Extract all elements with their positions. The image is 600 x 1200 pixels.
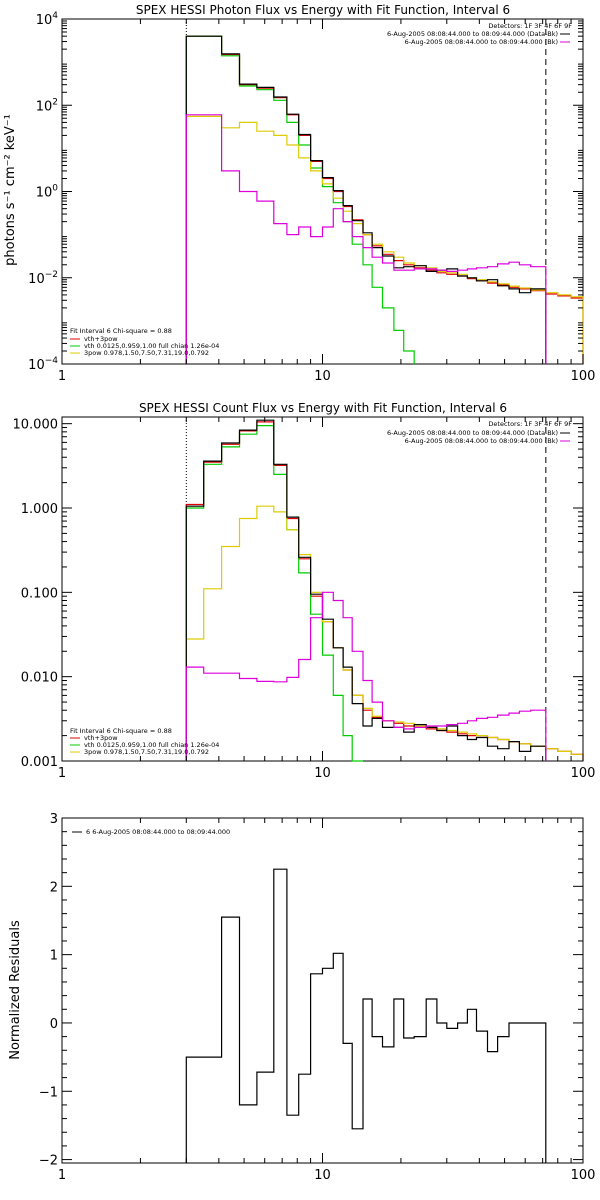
legend-left-entry: 3pow 0.978,1.50,7.50,7.31,19.0,0.792 [84, 349, 209, 357]
photon-flux-legend-right: Detectors: 1F 3F 4F 6F 9F 6-Aug-2005 08:… [387, 22, 572, 46]
y-tick-label: 3 [50, 812, 58, 827]
legend-left-entry: vth+3pow [84, 734, 118, 742]
count-flux-ticks: 1 10 100 0.001 0.010 0.100 1.000 10.000 [13, 417, 596, 781]
y-tick-label: −2 [39, 1154, 58, 1169]
y-tick-label: 0.001 [21, 755, 58, 770]
x-tick-label: 100 [571, 1168, 596, 1183]
count-flux-plot-frame [61, 416, 584, 762]
photon-flux-legend-left: Fit Interval 6 Chi-square = 0.88 vth+3po… [70, 327, 219, 357]
residuals-ylabel: Normalized Residuals [8, 920, 23, 1060]
series-line [185, 114, 547, 364]
count-flux-vlines [185, 417, 547, 761]
series-line [185, 35, 415, 364]
legend-right-entry: 6-Aug-2005 08:08:44.000 to 08:09:44.000 … [405, 437, 558, 445]
x-tick-label: 10 [314, 369, 331, 384]
count-flux-legend-right: Detectors: 1F 3F 4F 6F 9F 6-Aug-2005 08:… [387, 420, 572, 445]
series-line [185, 115, 584, 364]
residuals-series [185, 868, 547, 1163]
x-tick-label: 10 [314, 766, 331, 781]
series-line [185, 591, 547, 761]
x-tick-label: 1 [58, 1168, 66, 1183]
residuals-legend: 6 6-Aug-2005 08:08:44.000 to 08:09:44.00… [72, 828, 230, 836]
series-line [185, 505, 584, 761]
photon-flux-ticks: 1 10 100 10−4 10−2 100 102 104 [28, 11, 595, 384]
legend-left-entry: vth 0.0125,0.959,1.00 full chian 1.26e-0… [84, 741, 219, 749]
photon-flux-ylabel: photons s⁻¹ cm⁻² keV⁻¹ [3, 114, 18, 266]
count-flux-title: SPEX HESSI Count Flux vs Energy with Fit… [139, 401, 507, 415]
legend-right-title: Detectors: 1F 3F 4F 6F 9F [488, 420, 572, 428]
series-line [185, 35, 584, 364]
legend-right-entry: 6-Aug-2005 08:08:44.000 to 08:09:44.000 … [405, 38, 558, 46]
legend-left-entry: 6 6-Aug-2005 08:08:44.000 to 08:09:44.00… [86, 828, 230, 836]
x-tick-label: 10 [314, 1168, 331, 1183]
y-tick-label: 2 [50, 880, 58, 895]
x-tick-label: 100 [571, 766, 596, 781]
y-tick-label: 102 [36, 97, 58, 114]
count-flux-legend-left: Fit Interval 6 Chi-square = 0.88 vth+3po… [70, 727, 219, 756]
legend-left-entry: 3pow 0.978,1.50,7.50,7.31,19.0,0.792 [84, 748, 209, 756]
y-tick-label: 10.000 [13, 418, 59, 433]
photon-flux-plot-frame [61, 18, 584, 365]
residuals-ticks: 1 10 100 −2 −1 0 1 2 3 [39, 812, 596, 1183]
y-tick-label: 0.100 [21, 586, 58, 601]
legend-right-entry: 6-Aug-2005 08:08:44.000 to 08:09:44.000 … [387, 30, 558, 38]
y-tick-label: 0.010 [21, 671, 58, 686]
y-tick-label: 104 [36, 11, 59, 28]
legend-left-title: Fit Interval 6 Chi-square = 0.88 [70, 727, 172, 735]
y-tick-label: 100 [36, 184, 59, 201]
series-line [185, 868, 547, 1163]
count-flux-series [185, 419, 584, 762]
photon-flux-panel: SPEX HESSI Photon Flux vs Energy with Fi… [3, 3, 595, 384]
series-line [185, 421, 584, 761]
y-tick-label: 1 [50, 949, 58, 964]
legend-left-entry: vth 0.0125,0.959,1.00 full chian 1.26e-0… [84, 342, 219, 350]
series-line [185, 425, 363, 762]
x-tick-label: 100 [571, 369, 596, 384]
legend-right-entry: 6-Aug-2005 08:08:44.000 to 08:09:44.000 … [387, 429, 558, 437]
x-tick-label: 1 [58, 369, 66, 384]
count-flux-panel: SPEX HESSI Count Flux vs Energy with Fit… [13, 401, 596, 781]
residuals-plot-frame [61, 817, 584, 1164]
photon-flux-title: SPEX HESSI Photon Flux vs Energy with Fi… [136, 3, 510, 17]
y-tick-label: 10−2 [28, 270, 58, 287]
residuals-panel: Normalized Residuals 1 10 100 −2 −1 0 1 2 3 6 6-… [8, 812, 595, 1183]
legend-left-entry: vth+3pow [84, 335, 118, 343]
y-tick-label: −1 [39, 1085, 58, 1100]
legend-left-title: Fit Interval 6 Chi-square = 0.88 [70, 327, 172, 335]
legend-right-title: Detectors: 1F 3F 4F 6F 9F [488, 22, 572, 30]
y-tick-label: 1.000 [21, 502, 58, 517]
series-line [185, 35, 547, 364]
photon-flux-series [185, 35, 584, 364]
y-tick-label: 0 [50, 1017, 58, 1032]
x-tick-label: 1 [58, 766, 66, 781]
y-tick-label: 10−4 [28, 356, 58, 373]
